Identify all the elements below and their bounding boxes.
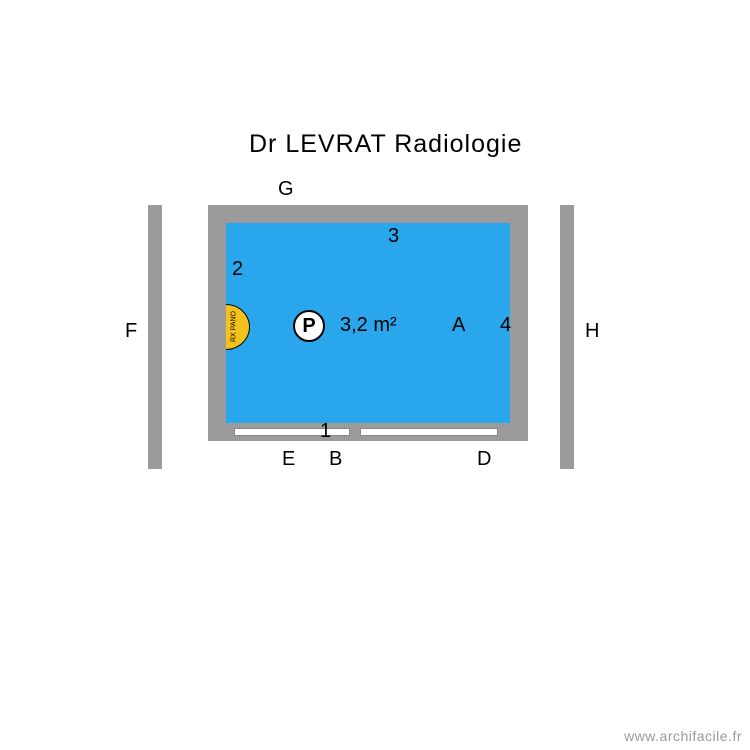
label-D: D [477, 448, 491, 471]
label-H: H [585, 320, 599, 343]
label-4: 4 [500, 314, 511, 337]
room-wall-left [208, 205, 226, 441]
wall-right-detached [560, 205, 574, 469]
label-area: 3,2 m² [340, 314, 397, 337]
label-A: A [452, 314, 465, 337]
p-marker-label: P [302, 315, 315, 338]
window-1 [234, 428, 350, 436]
page-title: Dr LEVRAT Radiologie [249, 130, 522, 159]
window-2 [360, 428, 498, 436]
rx-pano-label: RX PANO [231, 307, 238, 347]
watermark: www.archifacile.fr [624, 728, 742, 744]
label-B: B [329, 448, 342, 471]
label-F: F [125, 320, 137, 343]
wall-left-detached [148, 205, 162, 469]
label-G: G [278, 178, 294, 201]
p-marker: P [293, 310, 325, 342]
room-wall-right [510, 205, 528, 441]
label-E: E [282, 448, 295, 471]
label-2: 2 [232, 258, 243, 281]
label-1: 1 [320, 420, 331, 443]
room-wall-top [208, 205, 528, 223]
label-3: 3 [388, 225, 399, 248]
